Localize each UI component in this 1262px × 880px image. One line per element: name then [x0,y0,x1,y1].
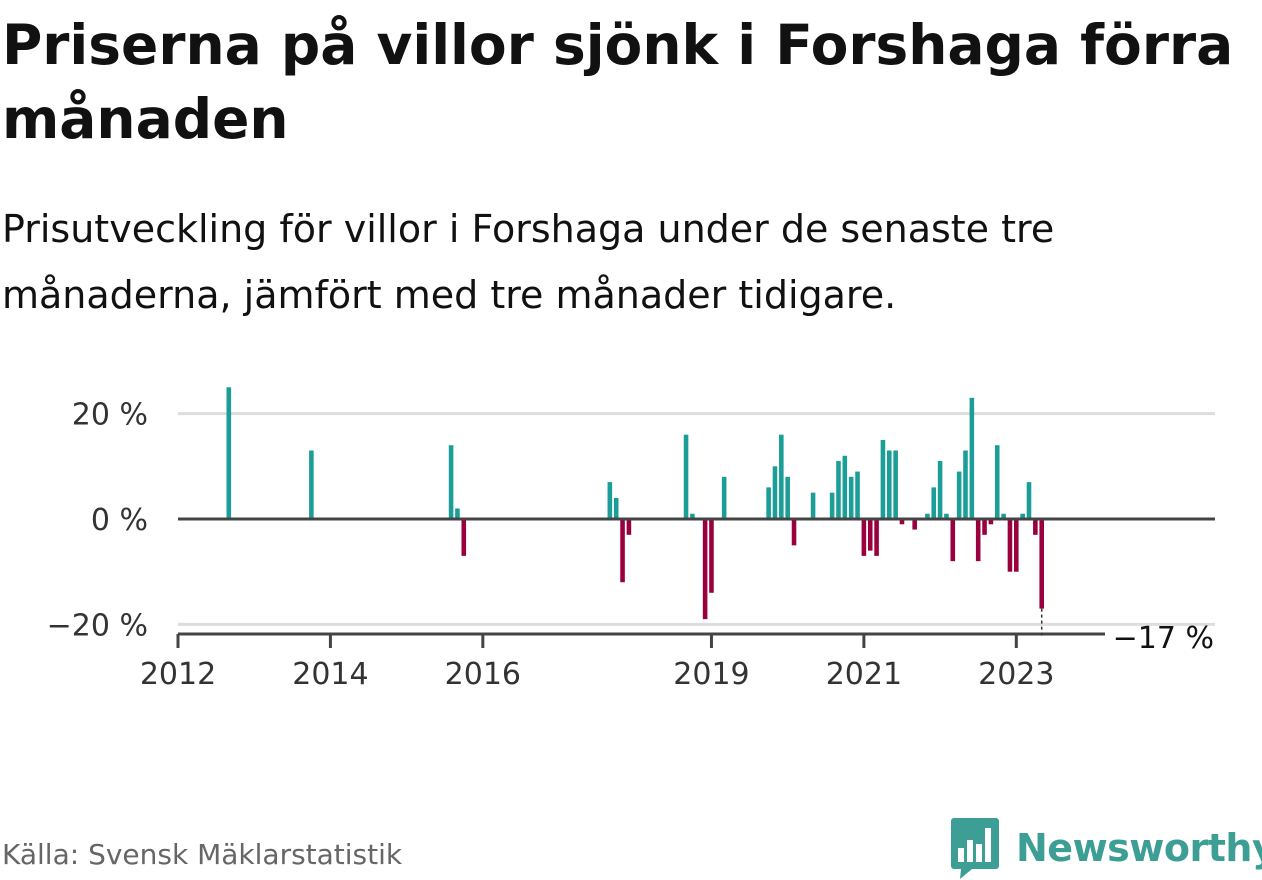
bar [772,466,778,519]
bar [937,461,943,519]
bar [1033,519,1038,535]
bar [309,450,314,519]
bar [867,519,873,551]
y-tick-label: 20 % [72,398,148,433]
bar [899,519,905,525]
x-tick-label: 2019 [673,657,749,692]
bar [455,508,460,519]
bar [226,387,232,519]
bar [690,513,695,519]
bar-chart-speech-bubble-icon [951,818,999,879]
bar [855,471,860,519]
bar [886,450,892,519]
brand-name: Newsworthy [1016,826,1262,870]
source-note: Källa: Svensk Mäklarstatistik [2,838,403,871]
bar [785,476,790,519]
bar [1001,513,1006,519]
bar [874,519,879,556]
bar [956,471,962,519]
bar [836,461,841,519]
bar [893,450,898,519]
bar [944,513,949,519]
bar [626,519,632,535]
bar [842,455,848,519]
x-axis-ticks: 2012 2014 2016 2019 2021 2023 [140,634,1054,692]
bar [848,476,854,519]
bar [994,445,1000,519]
y-tick-label: −20 % [47,608,148,643]
bar [1014,519,1019,572]
y-axis-ticks: 20 % 0 % −20 % [47,398,148,644]
bar [709,519,714,593]
bar [1039,519,1044,609]
bar [988,519,994,525]
bar [683,434,689,519]
annotation-label: −17 % [1113,621,1214,656]
bar [1020,513,1025,519]
bar [810,492,816,519]
x-tick-label: 2014 [292,657,368,692]
bar [963,450,968,519]
bar [1007,519,1013,572]
newsworthy-logo: Newsworthy [950,816,1262,880]
bar [950,519,956,562]
bar [931,487,937,519]
bar [912,519,917,530]
chart-title: Priserna på villor sjönk i Forshaga förr… [2,13,1234,151]
x-axis [178,517,1215,636]
bar [461,519,467,556]
bar [861,519,867,556]
price-change-bar-chart: 20 % 0 % −20 % 2012 2014 2016 2019 2021 2023 −1… [47,387,1215,692]
bar [982,519,987,535]
x-tick-label: 2021 [826,657,902,692]
annotation: −17 % [1040,608,1214,656]
grid-lines [178,412,1215,626]
bar [607,482,613,519]
x-tick-label: 2016 [445,657,521,692]
bar [829,492,835,519]
chart-subtitle: Prisutveckling för villor i Forshaga und… [2,207,1055,317]
x-tick-label: 2023 [978,657,1054,692]
bar [925,513,930,519]
bar [448,445,454,519]
bar [791,519,797,546]
bar [721,476,727,519]
y-tick-label: 0 % [91,503,148,538]
bars [226,387,1044,620]
bar [880,439,886,519]
bar [975,519,981,562]
bar [620,519,625,583]
bar [613,497,619,519]
x-tick-label: 2012 [140,657,216,692]
bar [702,519,708,620]
bar [779,434,784,519]
bar [1026,482,1032,519]
bar [766,487,771,519]
bar [969,397,975,519]
